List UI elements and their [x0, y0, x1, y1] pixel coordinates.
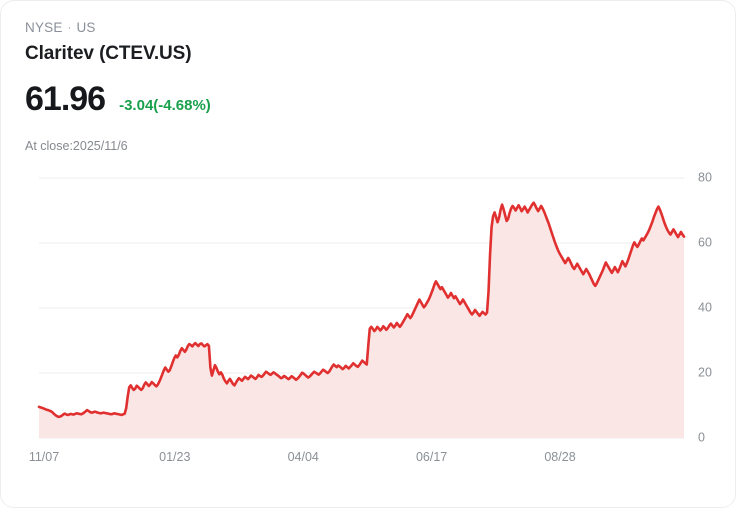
y-axis-tick-label: 60 — [698, 235, 712, 249]
chart-x-axis-labels: 11/07 01/23 04/04 06/17 08/28 — [29, 450, 576, 464]
y-axis-tick-label: 0 — [698, 430, 705, 444]
y-axis-tick-label: 80 — [698, 170, 712, 184]
page-title: Claritev (CTEV.US) — [25, 43, 192, 64]
x-axis-tick-label: 04/04 — [288, 450, 319, 464]
x-axis-tick-label: 08/28 — [544, 450, 575, 464]
chart-canvas[interactable]: 0 20 40 60 80 11/07 01/23 04/04 06/17 08/28 — [1, 161, 736, 508]
price-row: 61.96 -3.04(-4.68%) — [25, 79, 211, 119]
current-price: 61.96 — [25, 80, 106, 118]
chart-y-axis-labels: 0 20 40 60 80 — [698, 170, 712, 444]
chart-line — [37, 201, 686, 419]
y-axis-tick-label: 40 — [698, 300, 712, 314]
at-close-timestamp: At close:2025/11/6 — [25, 139, 128, 153]
y-axis-tick-label: 20 — [698, 365, 712, 379]
x-axis-tick-label: 11/07 — [29, 450, 59, 464]
exchange-label: NYSE — [25, 20, 63, 35]
x-axis-tick-label: 01/23 — [159, 450, 190, 464]
separator-dot: · — [67, 22, 72, 34]
price-chart[interactable]: 0 20 40 60 80 11/07 01/23 04/04 06/17 08/28 — [1, 161, 736, 508]
x-axis-tick-label: 06/17 — [416, 450, 447, 464]
exchange-region-row: NYSE · US — [25, 19, 191, 38]
quote-header: NYSE · US Claritev (CTEV.US) — [25, 19, 192, 67]
region-label: US — [76, 20, 96, 35]
chart-area-fill — [39, 202, 684, 438]
price-change: -3.04(-4.68%) — [119, 97, 211, 114]
